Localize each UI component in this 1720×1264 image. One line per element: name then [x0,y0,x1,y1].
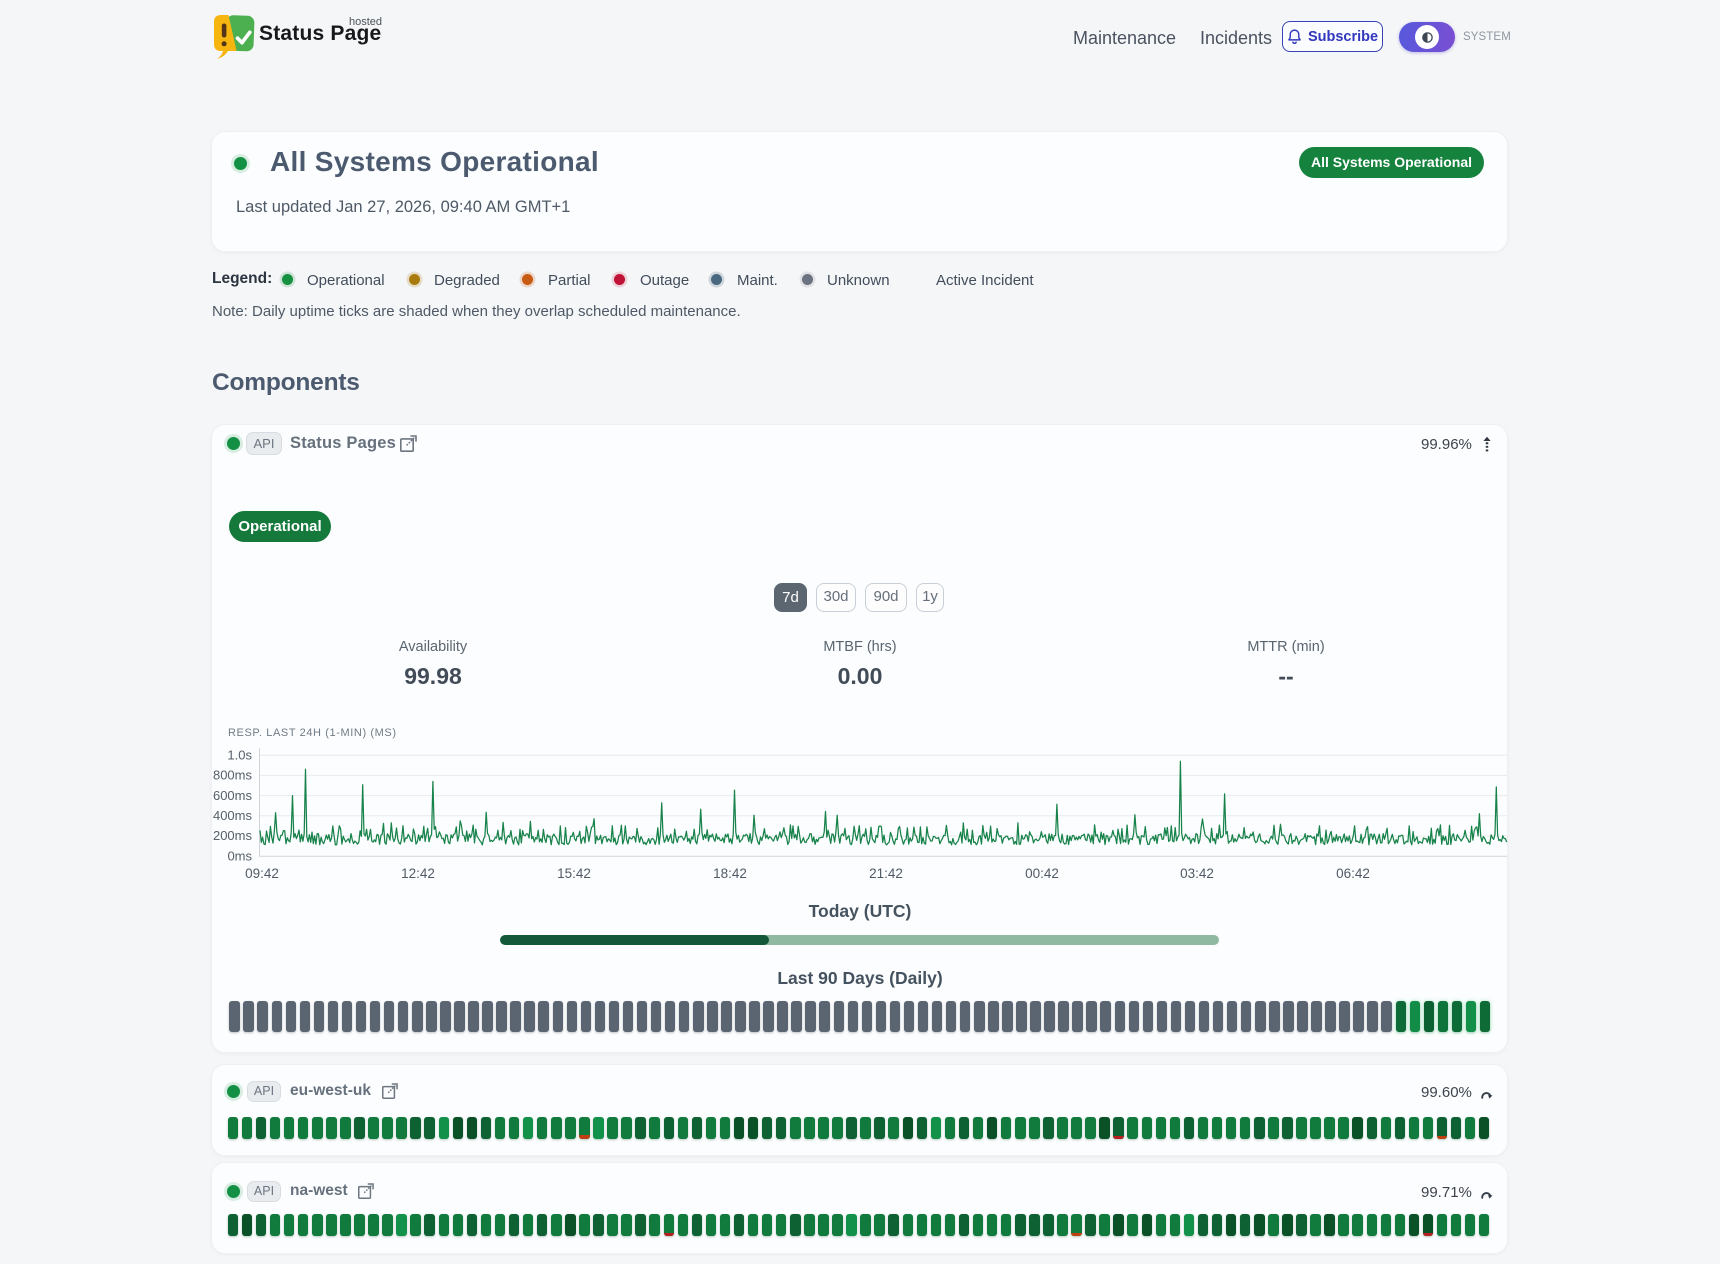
svg-text:06:42: 06:42 [1336,866,1370,881]
svg-text:1.0s: 1.0s [227,747,252,762]
svg-text:RESP. LAST 24H (1-MIN) (MS): RESP. LAST 24H (1-MIN) (MS) [228,727,397,739]
svg-text:400ms: 400ms [213,808,253,823]
svg-text:200ms: 200ms [213,828,253,843]
svg-text:0ms: 0ms [227,848,252,863]
svg-text:600ms: 600ms [213,788,253,803]
svg-text:00:42: 00:42 [1025,866,1059,881]
svg-text:09:42: 09:42 [245,866,279,881]
svg-text:15:42: 15:42 [557,866,591,881]
svg-text:800ms: 800ms [213,768,253,783]
svg-text:18:42: 18:42 [713,866,747,881]
svg-text:21:42: 21:42 [869,866,903,881]
svg-text:03:42: 03:42 [1180,866,1214,881]
svg-text:12:42: 12:42 [401,866,435,881]
